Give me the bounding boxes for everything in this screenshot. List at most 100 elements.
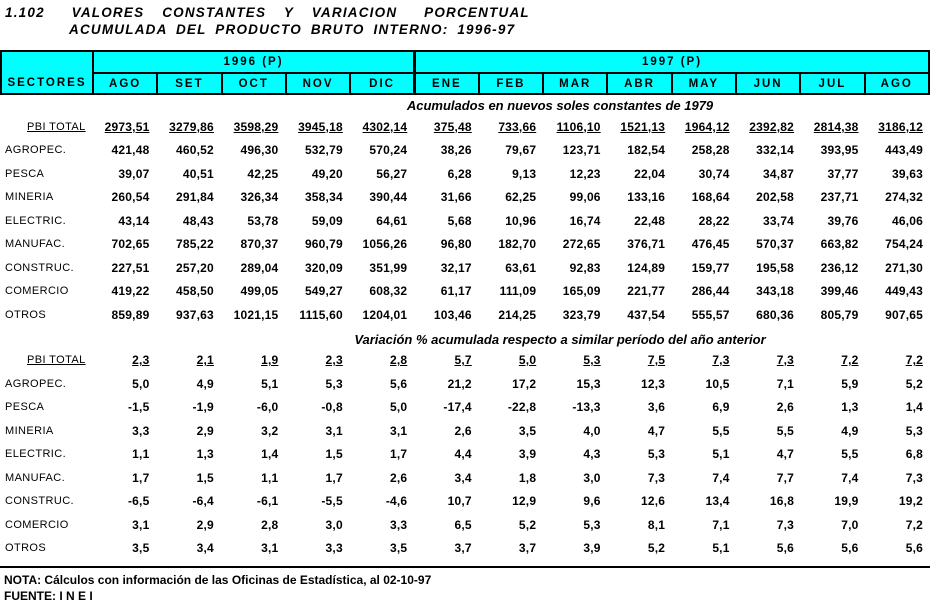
value-cell: 3,1 — [92, 518, 156, 532]
value-cell: 31,66 — [414, 190, 478, 204]
value: 227,51 — [111, 260, 150, 275]
value-cell: 1,1 — [92, 447, 156, 461]
value-cell: 5,1 — [672, 447, 736, 461]
value-cell: 5,3 — [285, 377, 349, 391]
value-cell: -1,5 — [92, 400, 156, 414]
value-cell: 532,79 — [285, 143, 349, 157]
value-cell: 375,48 — [414, 120, 478, 134]
value-cell: 1521,13 — [608, 120, 672, 134]
value: 7,2 — [905, 353, 923, 368]
value: 49,20 — [311, 166, 343, 181]
value: 570,24 — [369, 143, 408, 158]
value-cell: 3,5 — [350, 541, 414, 555]
value: 1,3 — [841, 400, 859, 415]
value: 5,6 — [905, 541, 923, 556]
value: 124,89 — [627, 260, 666, 275]
value-cell: 2,8 — [221, 518, 285, 532]
value: 449,43 — [885, 284, 923, 299]
value-cell: 32,17 — [414, 261, 478, 275]
value-cell: 4,4 — [414, 447, 478, 461]
value-cell: 5,5 — [672, 424, 736, 438]
value: 421,48 — [111, 143, 150, 158]
value: 34,87 — [763, 166, 795, 181]
value: 375,48 — [433, 119, 472, 134]
value-cell: 5,2 — [479, 518, 543, 532]
value: 3,0 — [583, 470, 601, 485]
value: 5,6 — [776, 541, 795, 556]
month-header: JUN — [734, 72, 802, 95]
value-cell: 3,2 — [221, 424, 285, 438]
value-cell: 53,78 — [221, 214, 285, 228]
value-cell: 286,44 — [672, 284, 736, 298]
value-cell: 5,6 — [737, 541, 801, 555]
month-header: JUL — [799, 72, 866, 95]
year-group-1996: 1996 (P) — [91, 50, 416, 74]
value: 570,37 — [756, 237, 795, 252]
value: 59,09 — [311, 213, 343, 228]
value-cell: 3,1 — [221, 541, 285, 555]
value: 702,65 — [111, 237, 150, 252]
value: 48,43 — [182, 213, 214, 228]
footer: NOTA: Cálculos con información de las Of… — [0, 566, 930, 603]
value: 214,25 — [498, 307, 537, 322]
value-cell: 3,0 — [285, 518, 349, 532]
value-cell: 7,2 — [801, 353, 865, 367]
footer-source: FUENTE: I N E I — [4, 589, 93, 603]
value: 663,82 — [820, 237, 859, 252]
value-cell: 3,0 — [543, 471, 607, 485]
value-cell: 2814,38 — [801, 120, 865, 134]
section-title: Acumulados en nuevos soles constantes de… — [406, 98, 714, 113]
value: 12,3 — [640, 376, 666, 391]
value-cell: 805,79 — [801, 308, 865, 322]
value: 3,5 — [390, 541, 408, 556]
value-cell: 320,09 — [285, 261, 349, 275]
sector-label: OTROS — [5, 542, 47, 555]
value-cell: 2,3 — [92, 353, 156, 367]
value: 258,28 — [691, 143, 730, 158]
value-cell: 5,2 — [608, 541, 672, 555]
month-header: ABR — [606, 72, 673, 95]
value: 39,76 — [827, 213, 859, 228]
value: 92,83 — [569, 260, 601, 275]
value: 10,7 — [447, 494, 472, 509]
value-cell: 393,95 — [801, 143, 865, 157]
value-cell: 702,65 — [92, 237, 156, 251]
value: 4,9 — [841, 423, 859, 438]
value-cell: 9,6 — [543, 494, 607, 508]
value: 5,3 — [583, 517, 601, 532]
value: 1,1 — [261, 470, 279, 485]
value: 4302,14 — [362, 119, 408, 134]
value-cell: 16,8 — [737, 494, 801, 508]
value-cell: 9,13 — [479, 167, 543, 181]
value: 32,17 — [440, 260, 472, 275]
value: 937,63 — [176, 307, 214, 322]
value: 28,22 — [698, 213, 730, 228]
value-cell: -22,8 — [479, 400, 543, 414]
value: 182,54 — [627, 143, 666, 158]
value-cell: 5,3 — [543, 353, 607, 367]
value: 3,5 — [132, 541, 150, 556]
value: 5,0 — [518, 353, 537, 368]
value-cell: 236,12 — [801, 261, 865, 275]
value-cell: 7,2 — [866, 518, 930, 532]
month-header: NOV — [284, 72, 352, 95]
value: 4,4 — [454, 447, 472, 462]
value-cell: 4,7 — [608, 424, 672, 438]
value: 5,0 — [390, 400, 408, 415]
value: 6,5 — [454, 517, 472, 532]
value: 3,0 — [325, 517, 343, 532]
value: 1,7 — [390, 447, 408, 462]
value-cell: 5,0 — [92, 377, 156, 391]
value-cell: 7,4 — [672, 471, 736, 485]
value-cell: 5,9 — [801, 377, 865, 391]
value-cell: 870,37 — [221, 237, 285, 251]
table-row: MANUFAC. 702,65 785,22 870,37 960,79 1056,26 9… — [0, 233, 930, 257]
value-cell: 289,04 — [221, 261, 285, 275]
value: 64,61 — [376, 213, 408, 228]
value: 870,37 — [240, 237, 279, 252]
value: 43,14 — [118, 213, 150, 228]
value-cell: 258,28 — [672, 143, 736, 157]
value-cell: 3186,12 — [866, 120, 930, 134]
sector-label: ELECTRIC. — [5, 448, 67, 461]
value-cell: 40,51 — [156, 167, 220, 181]
